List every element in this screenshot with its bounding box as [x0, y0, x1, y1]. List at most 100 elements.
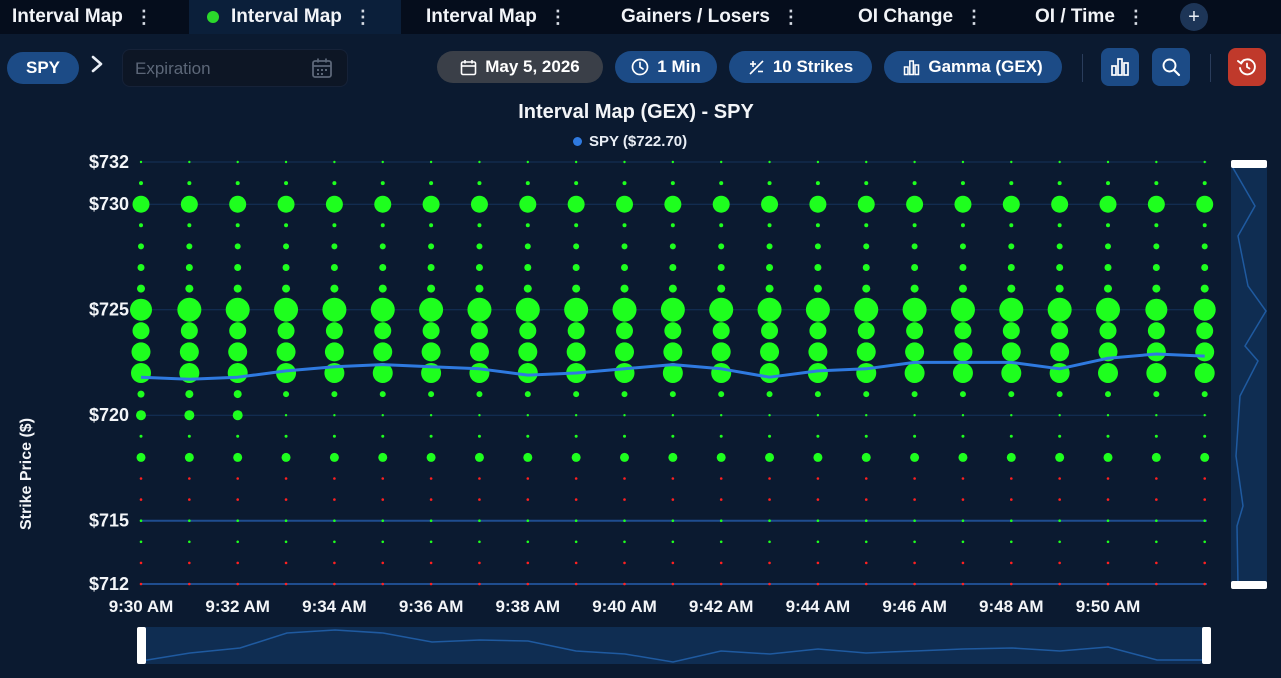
gex-bubble[interactable] — [906, 195, 924, 213]
gex-bubble[interactable] — [333, 414, 336, 417]
gex-bubble[interactable] — [671, 540, 675, 544]
gex-bubble[interactable] — [284, 477, 288, 480]
gex-bubble[interactable] — [720, 160, 723, 164]
gex-bubble[interactable] — [284, 160, 288, 164]
gex-bubble[interactable] — [709, 297, 734, 322]
gex-bubble[interactable] — [1002, 322, 1020, 340]
gex-bubble[interactable] — [1151, 452, 1161, 462]
gex-bubble[interactable] — [961, 561, 965, 565]
gex-bubble[interactable] — [807, 363, 828, 383]
gex-bubble[interactable] — [476, 391, 483, 398]
gex-bubble[interactable] — [621, 391, 628, 398]
gex-bubble[interactable] — [130, 298, 152, 321]
gex-bubble[interactable] — [857, 195, 875, 213]
gex-bubble[interactable] — [614, 363, 635, 383]
gex-bubble[interactable] — [477, 434, 481, 438]
gex-bubble[interactable] — [910, 284, 919, 293]
gex-bubble[interactable] — [862, 264, 870, 271]
gex-bubble[interactable] — [1153, 243, 1160, 250]
gex-bubble[interactable] — [574, 434, 578, 438]
gex-bubble[interactable] — [669, 391, 676, 398]
gex-bubble[interactable] — [719, 561, 723, 565]
gex-bubble[interactable] — [229, 195, 247, 213]
gex-bubble[interactable] — [954, 195, 972, 213]
gex-bubble[interactable] — [719, 540, 723, 544]
gex-bubble[interactable] — [856, 342, 876, 362]
gex-bubble[interactable] — [381, 477, 385, 480]
chart-legend[interactable]: SPY ($722.70) — [573, 133, 687, 150]
gex-bubble[interactable] — [1058, 498, 1061, 501]
gex-bubble[interactable] — [1194, 363, 1215, 383]
gex-bubble[interactable] — [1010, 498, 1013, 501]
gex-bubble[interactable] — [814, 243, 821, 250]
gex-bubble[interactable] — [718, 243, 725, 250]
gex-bubble[interactable] — [862, 284, 871, 293]
gex-bubble[interactable] — [1154, 434, 1158, 438]
gex-bubble[interactable] — [281, 452, 291, 462]
gex-bubble[interactable] — [712, 195, 730, 213]
gex-bubble[interactable] — [139, 181, 143, 186]
gex-bubble[interactable] — [815, 181, 820, 186]
gex-bubble[interactable] — [284, 498, 288, 501]
gex-bubble[interactable] — [719, 582, 723, 586]
gex-bubble[interactable] — [719, 498, 723, 501]
gex-bubble[interactable] — [1007, 284, 1016, 293]
gex-bubble[interactable] — [574, 223, 579, 228]
gex-bubble[interactable] — [131, 363, 151, 383]
gex-bubble[interactable] — [184, 410, 195, 421]
gex-bubble[interactable] — [381, 434, 385, 438]
gex-bubble[interactable] — [1200, 452, 1210, 462]
gex-bubble[interactable] — [1010, 540, 1013, 544]
gex-bubble[interactable] — [282, 264, 290, 271]
gex-bubble[interactable] — [664, 195, 682, 213]
gex-bubble[interactable] — [808, 342, 828, 362]
gex-bubble[interactable] — [284, 540, 288, 544]
gex-bubble[interactable] — [526, 519, 530, 522]
gex-bubble[interactable] — [277, 195, 295, 213]
gex-bubble[interactable] — [378, 284, 387, 293]
gex-bubble[interactable] — [766, 243, 773, 250]
gex-bubble[interactable] — [477, 223, 482, 228]
gex-bubble[interactable] — [138, 243, 144, 250]
gex-bubble[interactable] — [612, 297, 637, 322]
gex-bubble[interactable] — [227, 363, 248, 383]
gex-bubble[interactable] — [235, 181, 240, 186]
gex-bubble[interactable] — [1203, 477, 1206, 480]
gex-bubble[interactable] — [905, 342, 925, 362]
gex-bubble[interactable] — [1103, 452, 1113, 462]
gex-bubble[interactable] — [766, 391, 773, 398]
gex-bubble[interactable] — [524, 243, 531, 250]
gex-bubble[interactable] — [132, 322, 150, 340]
gex-bubble[interactable] — [429, 223, 434, 228]
gex-bubble[interactable] — [478, 160, 481, 164]
gex-bubble[interactable] — [136, 410, 146, 421]
gex-bubble[interactable] — [1147, 322, 1165, 340]
gex-bubble[interactable] — [1058, 477, 1061, 480]
vertical-navigator[interactable] — [1231, 164, 1267, 584]
gex-bubble[interactable] — [1203, 414, 1206, 417]
gex-bubble[interactable] — [1058, 160, 1061, 164]
gex-bubble[interactable] — [864, 561, 868, 565]
gex-bubble[interactable] — [768, 414, 771, 417]
gex-bubble[interactable] — [1047, 297, 1072, 322]
tab-gainers-losers[interactable]: Gainers / Losers ⋮ — [621, 0, 800, 34]
gex-bubble[interactable] — [185, 264, 193, 271]
gex-bubble[interactable] — [1056, 264, 1064, 271]
gex-bubble[interactable] — [1106, 540, 1110, 544]
gex-bubble[interactable] — [572, 284, 581, 293]
gex-bubble[interactable] — [137, 284, 145, 293]
gex-bubble[interactable] — [526, 498, 530, 501]
gex-bubble[interactable] — [761, 322, 779, 340]
gex-bubble[interactable] — [719, 223, 724, 228]
gex-bubble[interactable] — [864, 477, 868, 480]
gex-bubble[interactable] — [373, 342, 393, 362]
gex-bubble[interactable] — [329, 452, 339, 462]
gex-bubble[interactable] — [429, 582, 433, 586]
gex-bubble[interactable] — [233, 452, 243, 462]
gex-bubble[interactable] — [1051, 195, 1069, 213]
gex-bubble[interactable] — [1155, 582, 1158, 586]
gex-bubble[interactable] — [478, 540, 481, 544]
gex-bubble[interactable] — [474, 452, 484, 462]
gex-bubble[interactable] — [574, 519, 578, 522]
gex-bubble[interactable] — [622, 181, 627, 186]
